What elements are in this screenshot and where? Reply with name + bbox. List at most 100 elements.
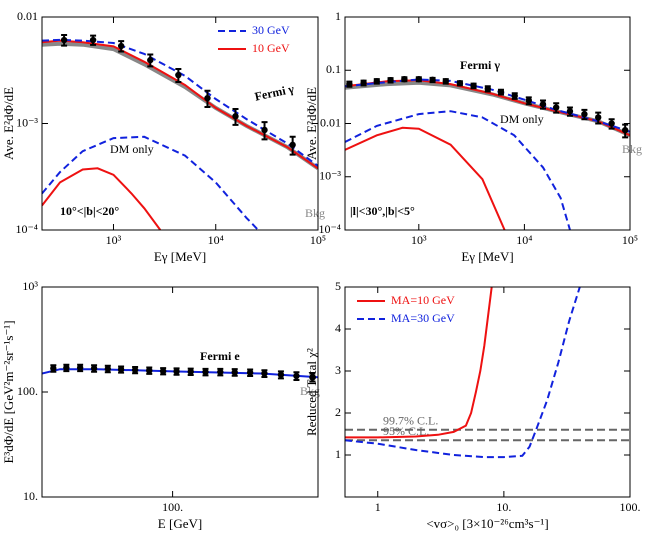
y-tick-label: 2 (335, 405, 341, 419)
data-point (50, 365, 57, 372)
annotation: Fermi γ (460, 58, 500, 72)
series-line (42, 38, 318, 167)
data-point (104, 365, 112, 373)
series-line (345, 287, 493, 439)
x-tick-label: 1 (375, 500, 381, 514)
data-point (415, 75, 423, 83)
data-point (232, 113, 239, 120)
data-point (63, 364, 70, 372)
annotation: Fermi e (200, 349, 240, 363)
data-point (261, 126, 268, 134)
y-tick-label: 1 (335, 447, 341, 461)
data-point (187, 368, 194, 375)
data-point (89, 36, 97, 44)
plot-frame (344, 286, 631, 498)
series-line (42, 41, 318, 170)
y-axis-title: Reduced Total χ² (304, 348, 319, 436)
data-point (552, 104, 560, 111)
data-point (204, 94, 211, 102)
data-point (525, 97, 532, 104)
data-point (387, 77, 394, 84)
data-point (309, 374, 316, 381)
legend-label: 10 GeV (252, 41, 290, 55)
data-point (429, 76, 436, 84)
data-point (401, 75, 408, 83)
y-tick-label: 10. (23, 489, 38, 503)
data-point (146, 367, 153, 374)
y-tick-label: 0.1 (326, 62, 341, 76)
data-point (581, 110, 588, 118)
y-tick-label: 3 (335, 363, 341, 377)
x-tick-label: 100. (620, 500, 641, 514)
data-point (621, 126, 629, 134)
data-point (217, 368, 224, 376)
data-point (173, 368, 180, 375)
data-point (456, 80, 464, 87)
y-axis-title: Ave. E²dΦ/dE (1, 87, 16, 160)
data-point (131, 366, 139, 374)
x-tick-label: 10³ (411, 233, 427, 247)
data-point (117, 366, 125, 373)
y-tick-label: 10⁻³ (319, 169, 341, 183)
x-tick-label: 10⁴ (208, 233, 224, 247)
series-line (345, 287, 581, 459)
data-point (511, 92, 518, 100)
plot-frame (41, 16, 319, 231)
annotation: DM only (110, 142, 154, 156)
data-point (566, 108, 574, 115)
plot-frame (344, 16, 631, 231)
annotation: |l|<30°,|b|<5° (350, 204, 415, 218)
y-tick-label: 0.01 (17, 9, 38, 23)
data-point (289, 141, 296, 149)
y-tick-label: 10³ (22, 279, 38, 293)
y-tick-label: 10⁻³ (16, 115, 38, 129)
data-point (246, 369, 254, 376)
plot-frame (41, 286, 319, 498)
y-tick-label: 100. (17, 384, 38, 398)
data-point (175, 71, 182, 79)
legend-label: MA=10 GeV (391, 293, 455, 307)
data-point (90, 365, 98, 372)
x-tick-label: 10⁴ (516, 233, 532, 247)
series-line (345, 110, 571, 230)
y-tick-label: 10⁻⁴ (15, 222, 38, 236)
legend-label: MA=30 GeV (391, 311, 455, 325)
y-tick-label: 1 (335, 9, 341, 23)
data-point (373, 78, 380, 85)
data-point (608, 120, 615, 127)
x-tick-label: 10. (496, 500, 511, 514)
data-point (360, 79, 367, 87)
y-tick-label: 10⁻⁴ (318, 222, 341, 236)
data-point (497, 88, 505, 96)
reference-label: 99.7% C.L. (383, 414, 438, 428)
data-point (147, 56, 154, 64)
x-tick-label: 10⁵ (310, 233, 326, 247)
annotation: Bkg (300, 384, 320, 398)
annotation: DM only (500, 112, 544, 126)
x-tick-label: 10⁵ (622, 233, 638, 247)
annotation: 10°<|b|<20° (60, 204, 119, 218)
series-line (42, 39, 318, 170)
annotation: Fermi γ (253, 82, 295, 104)
y-axis-title: Ave. E²dΦ/dE (304, 87, 319, 160)
series-line (42, 368, 318, 379)
data-point (539, 101, 547, 108)
reference-label: 95% C.L. (383, 424, 429, 438)
x-tick-label: 10³ (106, 233, 122, 247)
x-axis-title: <vσ>₀ [3×10⁻²⁶cm³s⁻¹] (426, 516, 548, 531)
data-point (159, 367, 167, 375)
data-point (261, 370, 268, 377)
x-axis-title: E [GeV] (158, 516, 202, 531)
legend-label: 30 GeV (252, 23, 290, 37)
y-axis-title: E³dΦ/dE [GeV²m⁻²sr⁻¹s⁻¹] (1, 320, 16, 463)
data-point (277, 371, 285, 378)
y-tick-label: 0.01 (320, 115, 341, 129)
data-point (117, 42, 125, 50)
data-point (484, 85, 491, 92)
data-point (60, 36, 68, 44)
x-axis-title: Eγ [MeV] (461, 249, 513, 264)
x-axis-title: Eγ [MeV] (154, 249, 206, 264)
annotation: Bkg (622, 142, 642, 156)
